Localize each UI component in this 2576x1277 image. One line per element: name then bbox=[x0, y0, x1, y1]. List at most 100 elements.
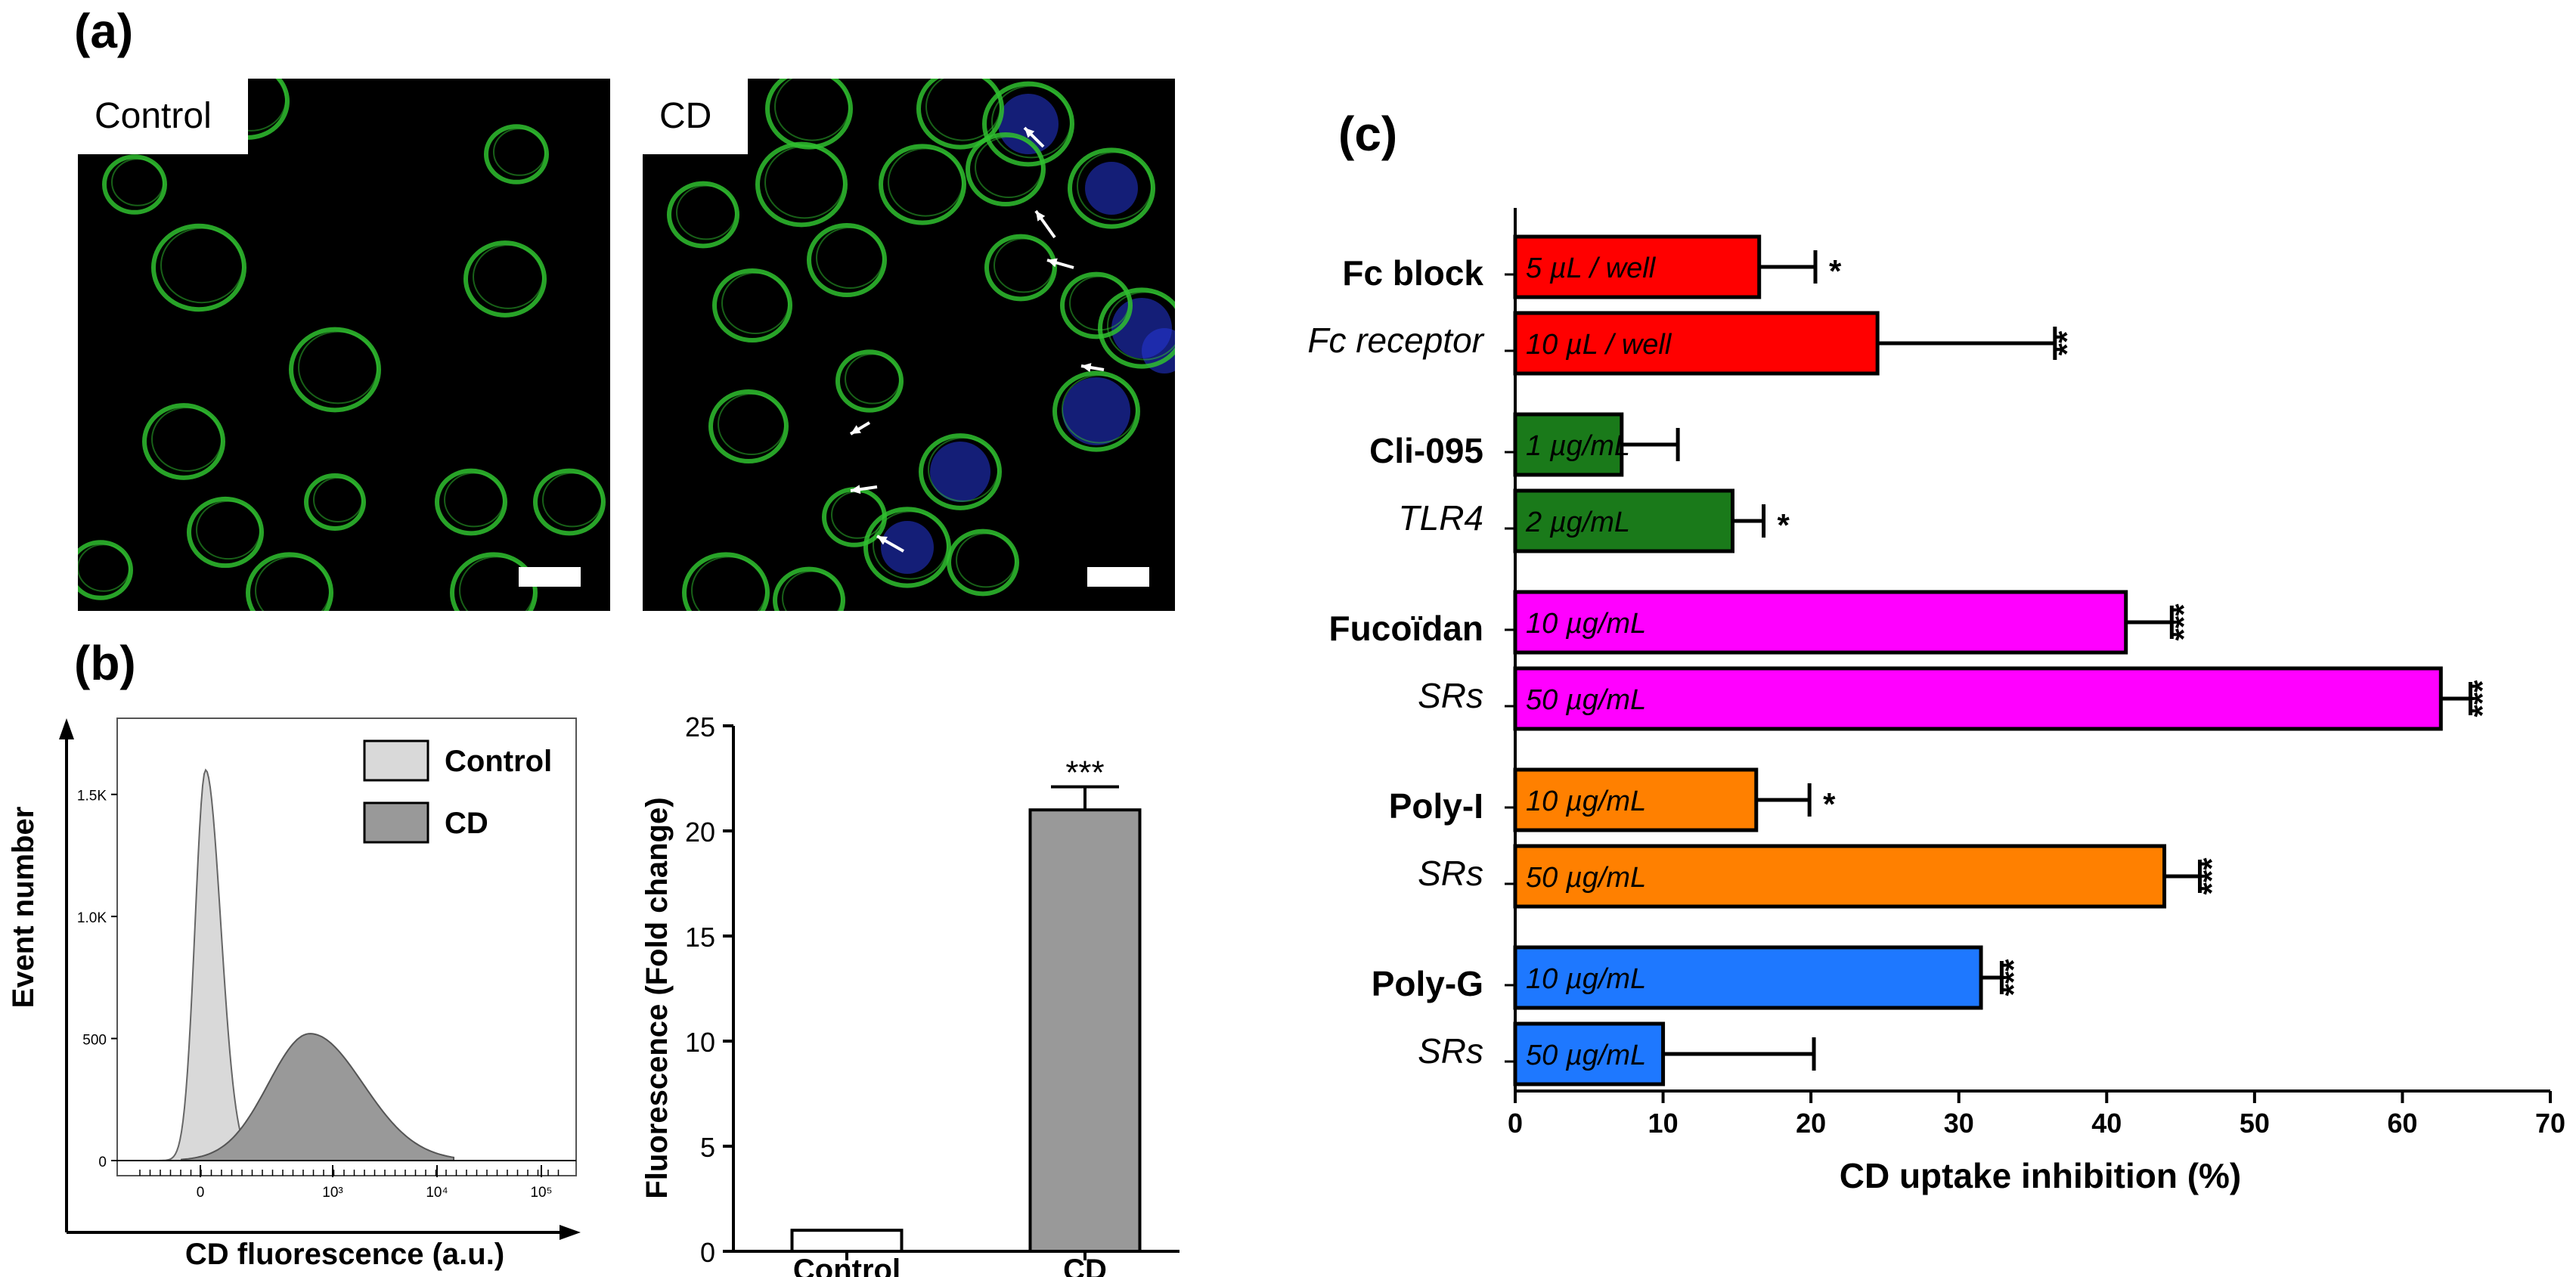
cell-membrane bbox=[493, 128, 546, 176]
y-tick-label: 1.5K bbox=[77, 789, 107, 804]
cell-membrane bbox=[142, 403, 225, 480]
cell-membrane bbox=[873, 510, 948, 580]
group-name: Fucoïdan bbox=[1329, 609, 1483, 648]
cell-membrane bbox=[1060, 271, 1133, 339]
x-tick-label: 50 bbox=[2240, 1108, 2270, 1139]
bar-label: 5 µL / well bbox=[1526, 253, 1657, 284]
x-tick-label: 0 bbox=[197, 1185, 205, 1201]
cd-uptake-signal bbox=[930, 442, 990, 502]
cell-membrane bbox=[947, 528, 1019, 597]
cell-membrane bbox=[1069, 275, 1130, 331]
cd-uptake-signal bbox=[1142, 328, 1175, 373]
cell-membrane bbox=[484, 124, 549, 184]
cell-membrane bbox=[782, 570, 842, 611]
significance-label: *** bbox=[1995, 959, 2031, 996]
bar bbox=[1513, 945, 1983, 1010]
x-axis-arrowhead bbox=[560, 1225, 581, 1240]
cell-membrane bbox=[1107, 291, 1175, 361]
cell-membrane bbox=[845, 353, 901, 404]
significance-label: *** bbox=[1065, 755, 1104, 792]
bar-label: 2 µg/mL bbox=[1525, 507, 1630, 538]
group-target: SRs bbox=[1418, 1031, 1483, 1071]
bar bbox=[1513, 844, 2167, 909]
cell-membrane bbox=[928, 437, 999, 502]
arrowhead bbox=[851, 485, 861, 494]
cell-membrane bbox=[764, 145, 845, 219]
cell-membrane bbox=[667, 181, 739, 249]
cd-uptake-signal bbox=[1085, 162, 1138, 215]
bar-cd bbox=[1028, 808, 1142, 1253]
x-tick-label: 30 bbox=[1944, 1108, 1974, 1139]
cell-membrane bbox=[982, 81, 1074, 167]
x-tick-label: 0 bbox=[1508, 1108, 1523, 1139]
bar-label: 10 µg/mL bbox=[1526, 786, 1646, 817]
y-tick-label: 0 bbox=[700, 1237, 715, 1268]
micrograph-cd: CD bbox=[643, 79, 1175, 611]
y-tick-label: 500 bbox=[82, 1033, 107, 1049]
legend-swatch bbox=[363, 739, 429, 782]
y-tick-label: 25 bbox=[685, 711, 715, 742]
cell-membrane bbox=[956, 532, 1016, 588]
histogram-cd bbox=[181, 1033, 454, 1161]
cell-membrane bbox=[151, 223, 246, 312]
bar-label: 10 µL / well bbox=[1526, 329, 1672, 361]
micrograph-label-control: Control bbox=[78, 79, 248, 154]
cell-membrane bbox=[835, 349, 904, 413]
scale-bar bbox=[1087, 567, 1149, 587]
cell-field-cd bbox=[667, 79, 1175, 611]
cell-membrane bbox=[975, 136, 1043, 198]
cell-membrane bbox=[196, 500, 261, 560]
cell-membrane bbox=[1098, 287, 1175, 369]
plot-frame bbox=[116, 718, 577, 1176]
arrowhead bbox=[877, 536, 888, 545]
cell-membrane bbox=[1062, 374, 1137, 444]
group-name: Poly-I bbox=[1389, 786, 1483, 826]
arrowhead bbox=[851, 425, 861, 434]
cell-membrane bbox=[712, 268, 792, 342]
x-tick-label: 60 bbox=[2387, 1108, 2417, 1139]
cell-membrane bbox=[916, 79, 1004, 150]
cell-membrane bbox=[831, 491, 884, 539]
cell-membrane bbox=[773, 566, 845, 611]
cell-membrane bbox=[450, 552, 538, 611]
y-tick-label: 5 bbox=[700, 1132, 715, 1163]
x-tick-label: 40 bbox=[2091, 1108, 2122, 1139]
cell-membrane bbox=[966, 132, 1046, 206]
x-tick-label: 10⁵ bbox=[530, 1185, 552, 1201]
group-name: Cli-095 bbox=[1369, 431, 1483, 470]
group-target: Fc receptor bbox=[1307, 321, 1484, 360]
cell-membrane bbox=[473, 244, 544, 309]
cell-membrane bbox=[289, 327, 381, 413]
panel-label-c: (c) bbox=[1338, 107, 1398, 161]
x-tick-label: 10³ bbox=[322, 1185, 343, 1201]
bar bbox=[1513, 412, 1624, 477]
group-name: Fc block bbox=[1342, 253, 1483, 293]
bar bbox=[1513, 311, 1880, 376]
cell-membrane bbox=[919, 433, 1002, 510]
bar-label: 10 µg/mL bbox=[1526, 963, 1646, 995]
cell-membrane bbox=[444, 472, 504, 528]
cell-membrane bbox=[879, 144, 966, 225]
cell-membrane bbox=[755, 141, 848, 228]
x-tick-label: 20 bbox=[1796, 1108, 1826, 1139]
cell-membrane bbox=[151, 407, 222, 472]
x-tick-label: 70 bbox=[2535, 1108, 2565, 1139]
cd-uptake-signal bbox=[1062, 377, 1130, 445]
y-axis-label: Event number bbox=[7, 807, 40, 1009]
micrograph-control: Control bbox=[78, 79, 610, 611]
cell-membrane bbox=[708, 389, 789, 463]
cell-membrane bbox=[78, 540, 133, 600]
bar-label: 50 µg/mL bbox=[1526, 862, 1646, 894]
bar-label: 10 µg/mL bbox=[1526, 608, 1646, 640]
arrowhead bbox=[1081, 363, 1092, 373]
cell-membrane bbox=[298, 330, 378, 404]
cell-field-control bbox=[78, 79, 606, 611]
group-target: SRs bbox=[1418, 854, 1483, 893]
bar bbox=[1513, 767, 1759, 832]
x-tick-label: 10⁴ bbox=[426, 1185, 448, 1201]
significance-label: * bbox=[1778, 507, 1790, 543]
cell-membrane bbox=[984, 234, 1057, 302]
significance-label: * bbox=[1829, 253, 1842, 289]
group-target: SRs bbox=[1418, 676, 1483, 715]
cell-membrane bbox=[304, 473, 366, 531]
